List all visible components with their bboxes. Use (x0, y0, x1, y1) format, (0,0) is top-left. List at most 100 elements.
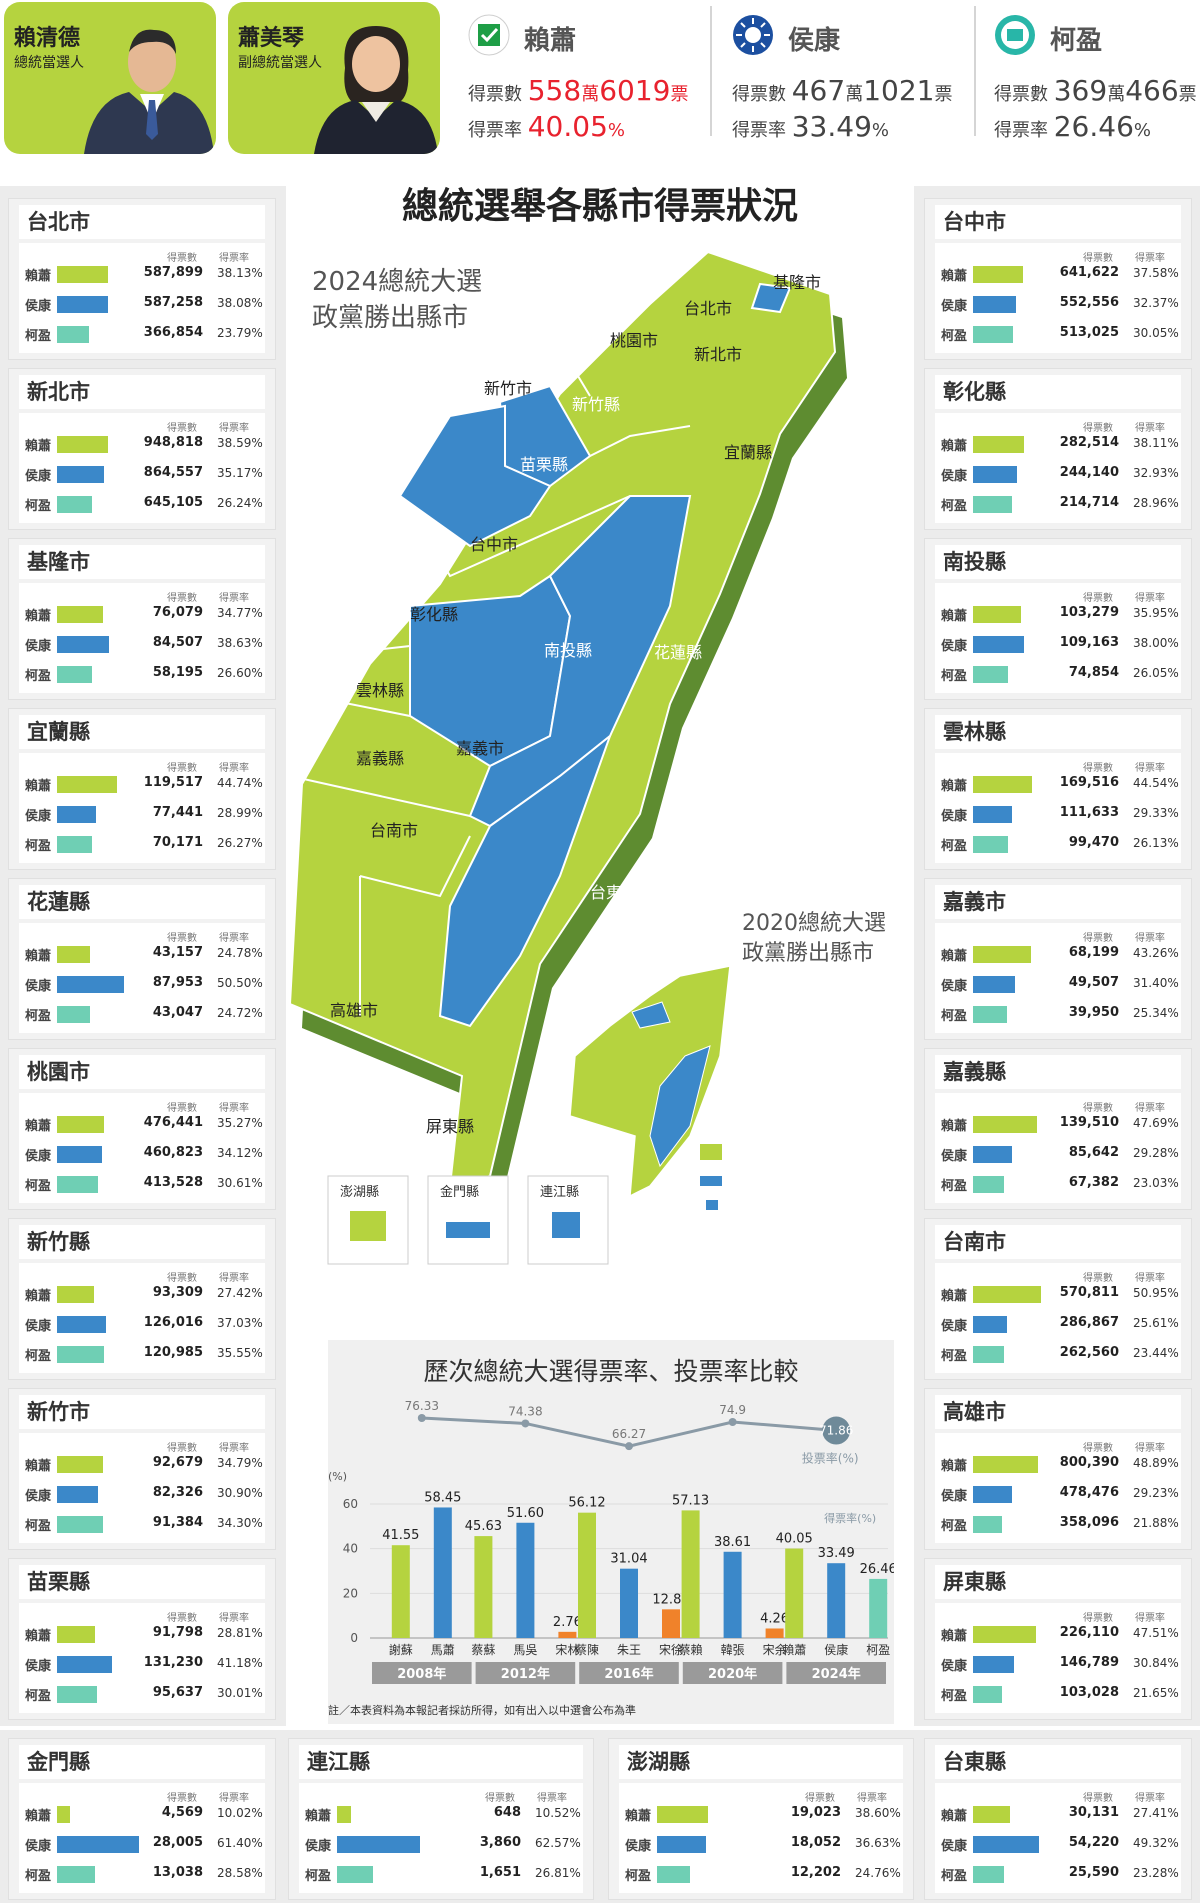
vote-share-bar (973, 1116, 1037, 1133)
rate-header: 得票率 (219, 1273, 249, 1284)
vote-rate: 24.78% (217, 946, 263, 960)
candidate-label: 侯康 (305, 1839, 332, 1854)
votes-header: 得票數 (167, 1793, 197, 1804)
votes-header: 得票數 (167, 253, 197, 264)
rate-header: 得票率 (219, 593, 249, 604)
bar-value-label: 31.04 (610, 1552, 647, 1567)
vote-rate: 38.59% (217, 436, 263, 450)
votes-header: 得票數 (1083, 423, 1113, 434)
votes-header: 得票數 (1083, 593, 1113, 604)
vote-rate-bar (765, 1628, 784, 1638)
vote-count: 13,038 (152, 1865, 203, 1880)
votes-unit: 票 (1178, 84, 1197, 105)
vote-rate-bar (869, 1578, 888, 1638)
vote-count: 120,985 (143, 1345, 203, 1360)
vote-share-bar (973, 636, 1024, 653)
rate-header: 得票率 (1135, 1443, 1165, 1454)
votes-header: 得票數 (1083, 933, 1113, 944)
vote-count: 226,110 (1059, 1625, 1119, 1640)
summary-rate-row: 得票率 40.05% (468, 110, 625, 143)
vote-rate: 47.69% (1133, 1116, 1179, 1130)
candidate-label: 侯康 (625, 1839, 652, 1854)
candidate-label: 柯盈 (941, 1869, 968, 1884)
vote-count: 476,441 (143, 1115, 203, 1130)
vote-share-bar (657, 1866, 690, 1883)
county-panel: 南投縣 得票數 得票率 賴蕭 103,279 35.95% 侯康 109,163 38.00% 柯… (924, 538, 1192, 700)
vote-rate: 26.05% (1133, 666, 1179, 680)
votes-header: 得票數 (1083, 253, 1113, 264)
vote-share-bar (57, 1866, 96, 1883)
candidate-label: 賴蕭 (941, 1809, 968, 1824)
county-panel-title: 苗栗縣 (19, 1565, 265, 1599)
year-label: 2020年 (708, 1666, 757, 1682)
vote-count: 76,079 (152, 605, 203, 620)
county-panel: 花蓮縣 得票數 得票率 賴蕭 43,157 24.78% 侯康 87,953 50.50% 柯盈 4… (8, 878, 276, 1040)
vote-count: 70,171 (152, 835, 203, 850)
dpp-logo-icon (468, 14, 510, 56)
vote-count: 645,105 (143, 495, 203, 510)
votes-wan: 萬 (1107, 84, 1126, 105)
candidate-label: 侯康 (941, 639, 968, 654)
rate-value: 33.49 (791, 110, 872, 143)
bar-candidate-label: 馬蕭 (431, 1643, 455, 1657)
rate-header: 得票率 (1135, 763, 1165, 774)
map-label-taitung: 台東縣 (590, 883, 638, 902)
vote-count: 84,507 (152, 635, 203, 650)
candidate-label: 柯盈 (25, 1179, 52, 1194)
candidate-label: 柯盈 (25, 499, 52, 514)
vote-rate-bar (681, 1510, 700, 1638)
turnout-point (728, 1418, 737, 1427)
vote-rate: 34.77% (217, 606, 263, 620)
vote-count: 169,516 (1059, 775, 1119, 790)
votes-value-part2: 1021 (863, 74, 935, 107)
vote-rate: 28.81% (217, 1626, 263, 1640)
bar-value-label: 58.45 (424, 1490, 461, 1505)
county-panel: 彰化縣 得票數 得票率 賴蕭 282,514 38.11% 侯康 244,140 32.93% 柯… (924, 368, 1192, 530)
vote-rate: 24.72% (217, 1006, 263, 1020)
bar-candidate-label: 蔡賴 (679, 1642, 703, 1657)
bar-candidate-label: 馬吳 (513, 1643, 537, 1657)
county-panel: 台南市 得票數 得票率 賴蕭 570,811 50.95% 侯康 286,867 25.61% 柯… (924, 1218, 1192, 1380)
vote-share-bar (973, 466, 1017, 483)
votes-label: 得票數 (994, 84, 1048, 105)
mini-island-matsu (706, 1200, 718, 1210)
votes-wan: 萬 (581, 84, 600, 105)
candidate-label: 柯盈 (941, 499, 968, 514)
miaoli-region (398, 404, 552, 548)
vote-share-bar (57, 836, 93, 853)
candidate-label: 賴蕭 (25, 1459, 52, 1474)
summary-hou-kang: 侯康 得票數 467萬1021票 得票率 33.49% (732, 8, 964, 148)
history-chart: 歷次總統大選得票率、投票率比較 (%) 0 20 40 60 41.55 謝蘇 58.45 馬蕭… (328, 1357, 897, 1717)
mini-map-2020-blue (649, 1045, 711, 1168)
year-label: 2016年 (604, 1666, 653, 1682)
candidate-label: 侯康 (25, 1149, 52, 1164)
vote-count: 119,517 (143, 775, 203, 790)
vote-share-bar (57, 496, 92, 513)
vote-share-bar (57, 1516, 103, 1533)
map-label-changhua: 彰化縣 (410, 605, 458, 624)
vote-share-bar (973, 1346, 1005, 1363)
vote-share-bar (973, 496, 1012, 513)
candidate-label: 賴蕭 (941, 269, 968, 284)
candidate-label: 柯盈 (941, 329, 968, 344)
candidate-label: 侯康 (25, 1659, 52, 1674)
vote-rate: 32.37% (1133, 296, 1179, 310)
vote-count: 282,514 (1059, 435, 1119, 450)
rate-header: 得票率 (219, 1793, 249, 1804)
candidate-label: 賴蕭 (25, 1119, 52, 1134)
vote-share-bar (337, 1806, 352, 1823)
vote-share-bar (973, 1656, 1015, 1673)
island-penghu-shape (350, 1211, 386, 1241)
bar-value-label: 12.83 (652, 1592, 689, 1607)
vote-rate-bar (578, 1512, 596, 1638)
vote-rate: 10.52% (535, 1806, 581, 1820)
vote-rate-bar (827, 1563, 846, 1638)
year-label: 2008年 (397, 1666, 446, 1682)
vote-rate: 36.63% (855, 1836, 901, 1850)
candidate-label: 柯盈 (25, 669, 52, 684)
map-label-miaoli: 苗栗縣 (520, 455, 568, 474)
y-axis-unit: (%) (328, 1470, 347, 1483)
history-chart-panel: 歷次總統大選得票率、投票率比較 (%) 0 20 40 60 41.55 謝蘇 58.45 馬蕭… (328, 1340, 897, 1724)
vote-share-bar (57, 1836, 139, 1853)
year-label: 2012年 (501, 1666, 550, 1682)
